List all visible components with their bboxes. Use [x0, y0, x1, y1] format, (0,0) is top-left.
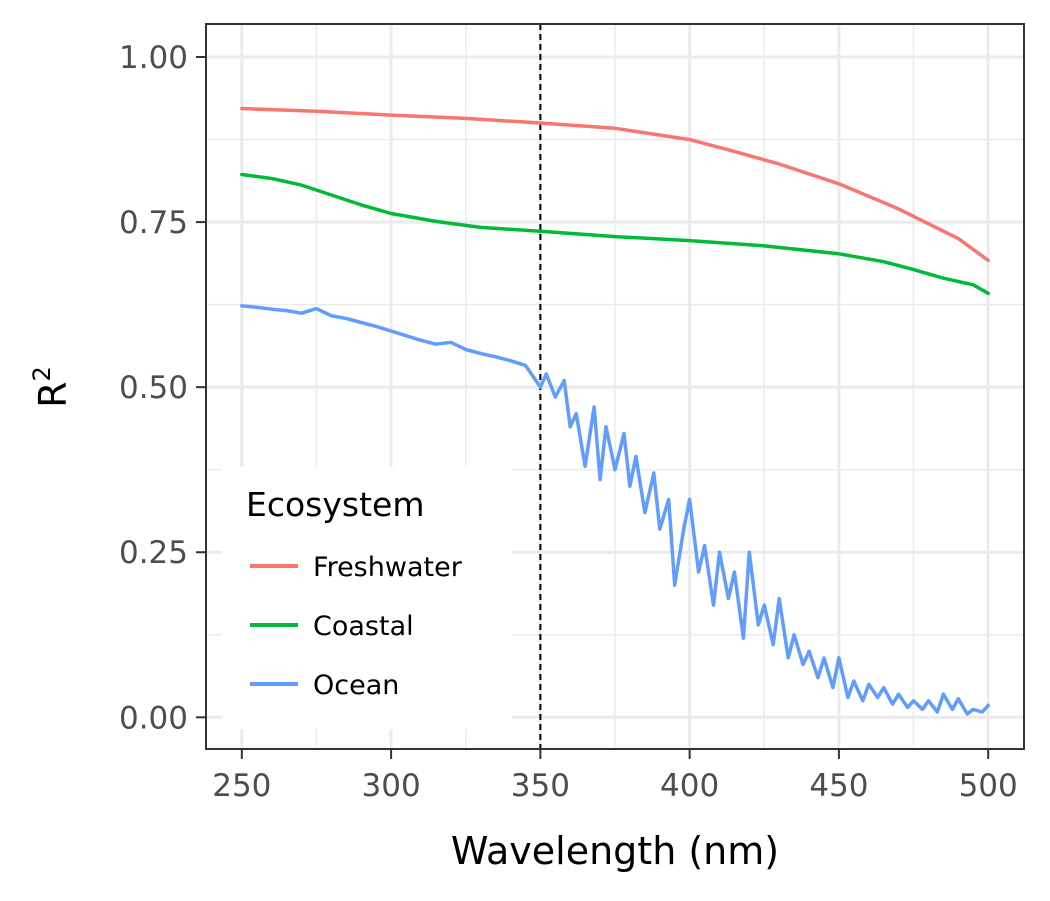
x-tick-label: 350 [511, 768, 570, 804]
legend-label-ocean: Ocean [313, 670, 399, 701]
y-axis-title-superscript: 2 [28, 366, 56, 381]
legend-label-coastal: Coastal [313, 611, 414, 642]
y-axis: 0.00 0.25 0.50 0.75 1.00 [119, 40, 206, 736]
y-tick-label: 0.00 [119, 700, 188, 736]
y-tick-label: 0.50 [119, 370, 188, 406]
y-tick-label: 0.25 [119, 535, 188, 571]
series-line-freshwater [240, 106, 990, 263]
legend: Ecosystem Freshwater Coastal Ocean [222, 467, 512, 729]
y-tick-label: 0.75 [119, 205, 188, 241]
svg-text:R2: R2 [28, 366, 75, 408]
x-tick-label: 400 [660, 768, 719, 804]
y-axis-title-base: R [31, 381, 75, 407]
legend-title: Ecosystem [246, 485, 425, 524]
x-tick-label: 450 [809, 768, 868, 804]
x-tick-label: 300 [362, 768, 421, 804]
y-axis-title: R2 [28, 366, 75, 408]
legend-items: Freshwater Coastal Ocean [250, 552, 463, 701]
x-tick-label: 500 [959, 768, 1018, 804]
x-tick-label: 250 [212, 768, 271, 804]
x-axis: 250 300 350 400 450 500 [212, 749, 1018, 804]
series-line-ocean [240, 304, 990, 716]
y-tick-label: 1.00 [119, 40, 188, 76]
legend-label-freshwater: Freshwater [313, 552, 463, 583]
x-axis-title: Wavelength (nm) [451, 829, 779, 873]
series-lines [240, 106, 990, 716]
series-line-coastal [240, 172, 990, 296]
